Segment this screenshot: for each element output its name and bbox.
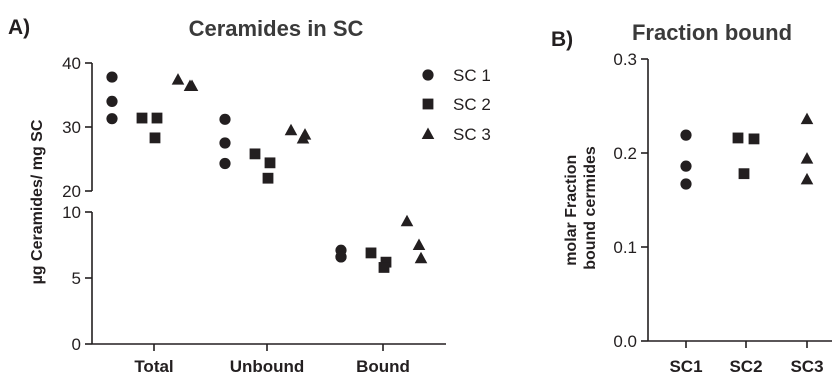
panel-b-y-tick-label: 0.3: [613, 50, 637, 69]
panel-a-point-square: [378, 262, 390, 273]
panel-a-ticks: 20 30 40 0 5 10 Total Unbound Bound: [62, 54, 410, 376]
panel-a-y-tick-label: 5: [72, 269, 81, 288]
panel-a-point-circle: [106, 113, 118, 125]
panel-a-point-triangle: [284, 123, 298, 136]
panel-b-point-circle: [680, 178, 692, 190]
legend-marker-circle: [422, 69, 434, 81]
panel-a-axes: [91, 63, 446, 345]
panel-b: B) Fraction bound molar Fraction bound c…: [551, 20, 832, 376]
panel-a-point-square: [249, 148, 261, 160]
panel-b-point-triangle: [800, 172, 814, 185]
panel-b-y-axis-label-line-2: bound cermides: [582, 146, 599, 270]
panel-a-x-tick-label: Unbound: [230, 357, 305, 376]
panel-a-y-tick-label: 0: [72, 335, 81, 354]
panel-a-point-circle: [219, 137, 231, 149]
panel-b-point-square: [738, 168, 750, 180]
panel-b-point-circle: [680, 129, 692, 141]
panel-a-point-square: [365, 247, 377, 259]
panel-b-label: B): [551, 28, 573, 51]
panel-b-y-tick-label: 0.2: [613, 144, 637, 163]
panel-a-point-circle: [106, 95, 118, 107]
panel-a-y-tick-label: 30: [62, 118, 81, 137]
panel-a-point-circle: [335, 251, 347, 263]
panel-a-title: Ceramides in SC: [189, 16, 364, 41]
panel-a-point-triangle: [414, 251, 428, 264]
panel-b-points: [680, 112, 814, 190]
panel-b-x-tick-label: SC1: [669, 357, 702, 376]
panel-b-y-axis-label-line-1: molar Fraction: [563, 155, 580, 266]
panel-a-point-circle: [219, 157, 231, 170]
panel-a-point-triangle: [298, 128, 312, 140]
panel-b-point-square: [748, 133, 760, 145]
panel-a-point-circle: [219, 113, 231, 125]
panel-a-x-tick-label: Total: [134, 357, 173, 376]
legend-marker-square: [422, 98, 434, 110]
panel-a-point-triangle: [412, 238, 426, 250]
panel-b-point-triangle: [800, 112, 814, 125]
panel-b-y-tick-label: 0.1: [613, 238, 637, 257]
legend-marker-triangle: [421, 127, 435, 139]
panel-a-point-square: [264, 157, 276, 169]
panel-a-point-circle: [106, 71, 118, 83]
panel-b-axes: [647, 59, 832, 342]
panel-a-y-tick-label: 40: [62, 54, 81, 73]
panel-b-point-triangle: [800, 152, 814, 164]
panel-b-x-tick-label: SC2: [729, 357, 762, 376]
panel-a-x-tick-label: Bound: [356, 357, 410, 376]
panel-a-point-square: [262, 172, 274, 184]
panel-a-point-triangle: [185, 79, 199, 92]
panel-a-point-square: [149, 132, 161, 144]
panel-a-label: A): [8, 16, 30, 39]
panel-a-legend: SC 1 SC 2 SC 3: [421, 66, 491, 144]
panel-a-point-triangle: [171, 73, 185, 85]
legend-label: SC 1: [453, 66, 491, 85]
panel-b-x-tick-label: SC3: [790, 357, 823, 376]
panel-a-point-triangle: [400, 214, 414, 227]
legend-label: SC 3: [453, 125, 491, 144]
panel-b-title: Fraction bound: [632, 20, 792, 45]
panel-a-points: [106, 71, 428, 273]
panel-b-y-tick-label: 0.0: [613, 332, 637, 351]
panel-a-y-tick-label: 10: [62, 203, 81, 222]
panel-a: A) Ceramides in SC µg Ceramides/ mg SC 2…: [8, 16, 491, 376]
panel-b-ticks: 0.0 0.1 0.2 0.3 SC1 SC2 SC3: [613, 50, 823, 376]
panel-a-point-square: [151, 112, 163, 124]
panel-b-point-circle: [680, 160, 692, 172]
panel-a-y-tick-label: 20: [62, 182, 81, 201]
panel-b-y-axis-label: molar Fraction bound cermides: [563, 146, 599, 270]
panel-a-y-axis-label: µg Ceramides/ mg SC: [29, 119, 46, 284]
legend-label: SC 2: [453, 95, 491, 114]
panel-a-point-square: [136, 112, 148, 124]
panel-b-point-square: [732, 132, 744, 144]
